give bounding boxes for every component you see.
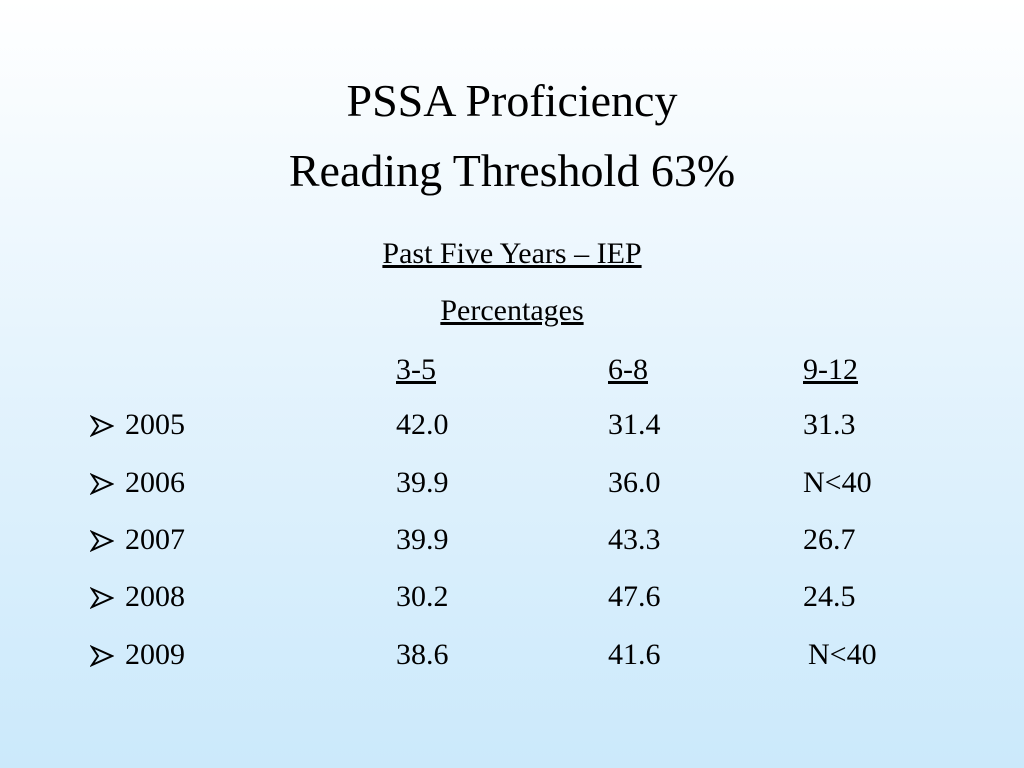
subtitle-text: Past Five Years – IEP	[382, 237, 642, 270]
row-year: 2005	[125, 408, 185, 441]
subtitle: Past Five Years – IEP	[0, 239, 1024, 269]
cell-value: 41.6	[608, 638, 661, 671]
cell-value: 43.3	[608, 523, 661, 556]
cell-value: 39.9	[396, 466, 449, 499]
row-year: 2009	[125, 638, 185, 671]
column-header: 9-12	[803, 353, 858, 386]
row-year: 2006	[125, 466, 185, 499]
cell-value: 36.0	[608, 466, 661, 499]
cell-value: 24.5	[803, 580, 856, 613]
bullet-arrow	[90, 415, 114, 437]
column-header: 6-8	[608, 353, 648, 386]
cell-value: N<40	[808, 638, 877, 671]
cell-value: 30.2	[396, 580, 449, 613]
cell-value: N<40	[803, 466, 872, 499]
bullet-arrow	[90, 587, 114, 609]
cell-value: 31.4	[608, 408, 661, 441]
cell-value: 42.0	[396, 408, 449, 441]
cell-value: 26.7	[803, 523, 856, 556]
bullet-arrow	[90, 530, 114, 552]
caption: Percentages	[0, 296, 1024, 326]
caption-text: Percentages	[440, 294, 584, 327]
cell-value: 31.3	[803, 408, 856, 441]
cell-value: 38.6	[396, 638, 449, 671]
row-year: 2008	[125, 580, 185, 613]
row-year: 2007	[125, 523, 185, 556]
cell-value: 47.6	[608, 580, 661, 613]
title-line: PSSA Proficiency	[346, 75, 678, 126]
column-header: 3-5	[396, 353, 436, 386]
title-line: Reading Threshold 63%	[288, 145, 736, 196]
cell-value: 39.9	[396, 523, 449, 556]
bullet-arrow	[90, 473, 114, 495]
bullet-arrow	[90, 645, 114, 667]
